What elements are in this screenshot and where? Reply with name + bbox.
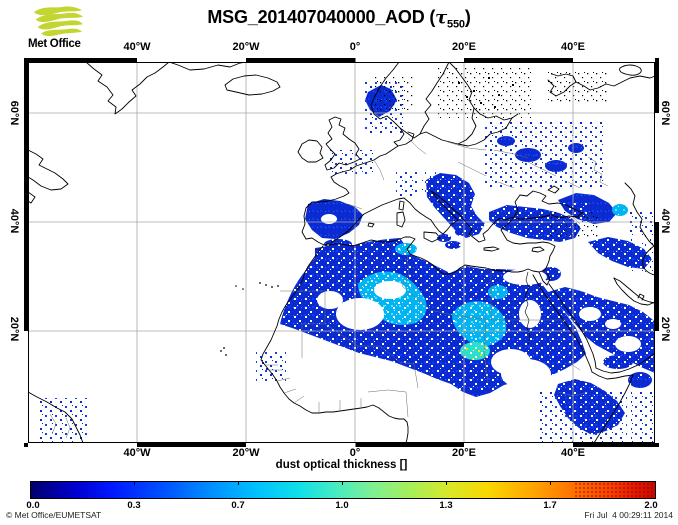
lon-tick-label: 20°E bbox=[452, 447, 476, 459]
lat-tick-label-left: 60°N bbox=[8, 100, 20, 126]
colorbar-tick bbox=[134, 481, 135, 485]
top-longitude-axis: 40°W 20°W 0° 20°E 40°E bbox=[0, 41, 678, 54]
lat-tick-label-right: 60°N bbox=[659, 100, 671, 126]
colorbar bbox=[30, 481, 656, 499]
lat-tick-label-right: 20°N bbox=[659, 316, 671, 342]
colorbar-tick-label: 0.7 bbox=[231, 500, 245, 511]
colorbar-tick-label: 0.3 bbox=[127, 500, 141, 511]
colorbar-tick-label: 1.0 bbox=[335, 500, 349, 511]
terrain-speckle bbox=[373, 66, 608, 238]
zebra-border-left bbox=[24, 62, 28, 443]
timestamp-text: Fri Jul 4 00:29:11 2014 bbox=[584, 510, 673, 520]
map-inner-frame bbox=[28, 62, 655, 443]
colorbar-scale: 0.0 0.3 0.7 1.0 1.3 1.7 2.0 bbox=[0, 500, 678, 511]
lon-tick-label: 20°E bbox=[452, 41, 476, 53]
page-title: MSG_201407040000_AOD (τ550) bbox=[207, 7, 470, 31]
lat-tick-label-right: 40°N bbox=[659, 208, 671, 234]
graticule bbox=[28, 62, 655, 443]
lon-tick-label: 20°W bbox=[232, 447, 260, 459]
lat-tick-label-left: 20°N bbox=[8, 316, 20, 342]
island-dots bbox=[220, 282, 279, 356]
colorbar-tick-label: 1.3 bbox=[439, 500, 453, 511]
title-tau-subscript: 550 bbox=[447, 18, 465, 31]
lon-tick-label: 40°W bbox=[123, 447, 151, 459]
lon-tick-label: 20°W bbox=[232, 41, 260, 53]
met-office-waves-icon bbox=[33, 6, 83, 37]
zebra-border-top bbox=[28, 58, 655, 62]
lon-tick-label: 0° bbox=[349, 447, 361, 459]
colorbar-stipple bbox=[573, 482, 655, 498]
met-office-brand-text: Met Office bbox=[28, 38, 81, 50]
colorbar-tick-label: 1.7 bbox=[543, 500, 557, 511]
lon-tick-label: 0° bbox=[349, 41, 361, 53]
colorbar-tick-label: 2.0 bbox=[644, 500, 658, 511]
title-close: ) bbox=[464, 7, 471, 27]
lon-tick-label: 40°E bbox=[561, 41, 585, 53]
met-office-logo: Met Office bbox=[28, 3, 98, 50]
colorbar-tick-label: 0.0 bbox=[26, 500, 40, 511]
zebra-border-right bbox=[655, 62, 659, 443]
lon-tick-label: 40°E bbox=[561, 447, 585, 459]
aod-field bbox=[38, 82, 658, 443]
lon-tick-label: 40°W bbox=[123, 41, 151, 53]
lat-tick-label-left: 40°N bbox=[8, 208, 20, 234]
country-borders bbox=[49, 137, 609, 439]
colorbar-tick bbox=[342, 481, 343, 485]
colorbar-title: dust optical thickness [] bbox=[275, 459, 408, 471]
colorbar-tick bbox=[446, 481, 447, 485]
bottom-longitude-axis: 40°W 20°W 0° 20°E 40°E bbox=[0, 447, 678, 460]
zebra-border-bottom bbox=[28, 443, 655, 447]
map-canvas bbox=[27, 61, 658, 444]
aod-map bbox=[27, 61, 658, 444]
colorbar-tick bbox=[238, 481, 239, 485]
title-tau: τ bbox=[435, 7, 448, 28]
copyright-text: © Met Office/EUMETSAT bbox=[6, 510, 102, 520]
colorbar-tick bbox=[550, 481, 551, 485]
title-main: MSG_201407040000_AOD ( bbox=[207, 7, 436, 27]
map-frame bbox=[24, 58, 659, 447]
coastlines bbox=[27, 61, 656, 444]
